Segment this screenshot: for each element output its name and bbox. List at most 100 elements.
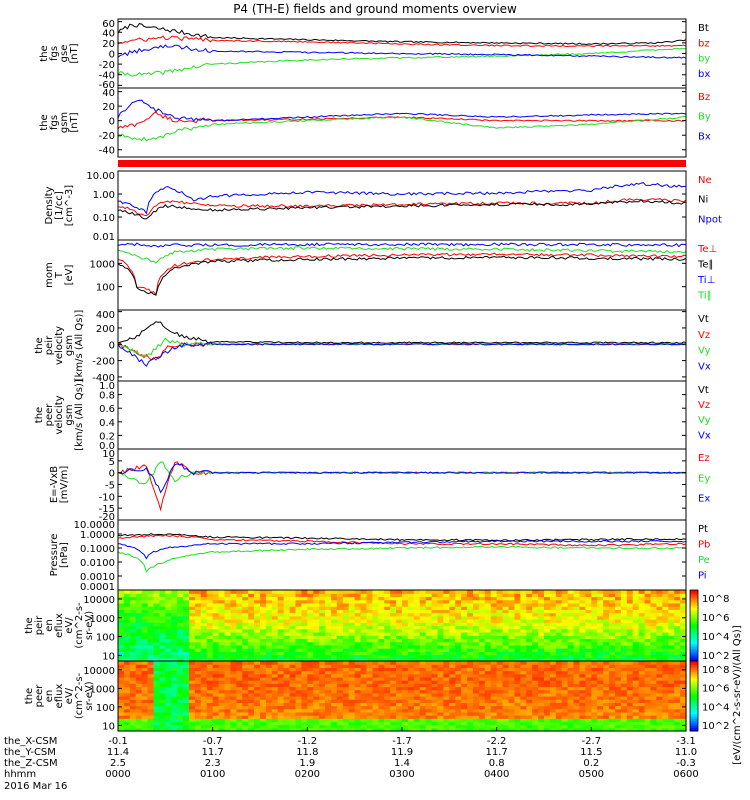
spectrogram-cell <box>295 599 303 604</box>
spectrogram-cell <box>591 619 598 623</box>
spectrogram-cell <box>455 689 462 694</box>
spectrogram-cell <box>123 715 131 719</box>
spectrogram-cell <box>538 661 545 665</box>
spectrogram-cell <box>632 680 640 684</box>
spectrogram-cell <box>638 657 646 662</box>
spectrogram-cell <box>200 648 208 652</box>
spectrogram-cell <box>123 644 131 649</box>
spectrogram-cell <box>378 619 385 623</box>
spectrogram-cell <box>135 596 143 601</box>
spectrogram-cell <box>313 596 320 601</box>
spectrogram-cell <box>668 622 675 627</box>
spectrogram-cell <box>615 676 622 681</box>
spectrogram-cell <box>378 622 385 627</box>
spectrogram-cell <box>402 718 409 723</box>
spectrogram-cell <box>265 657 273 662</box>
spectrogram-cell <box>171 602 178 607</box>
spectrogram-cell <box>520 596 527 601</box>
spectrogram-cell <box>135 622 143 627</box>
spectrogram-cell <box>644 619 652 623</box>
spectrogram-cell <box>171 590 178 594</box>
spectrogram-cell <box>449 676 456 681</box>
spectrogram-cell <box>307 661 314 665</box>
y-tick-label: 1.00 <box>93 190 115 201</box>
spectrogram-cell <box>615 680 622 684</box>
spectrogram-cell <box>620 715 628 719</box>
y-tick-label: 100 <box>96 633 115 644</box>
legend-entry: Te⊥ <box>697 244 717 255</box>
spectrogram-cell <box>632 699 640 703</box>
spectrogram-cell <box>271 657 279 662</box>
spectrogram-cell <box>567 625 575 630</box>
spectrogram-cell <box>159 593 166 598</box>
spectrogram-cell <box>260 686 267 691</box>
spectrogram-cell <box>307 609 314 614</box>
spectrogram-cell <box>632 612 640 617</box>
spectrogram-cell <box>118 699 125 703</box>
spectrogram-cell <box>307 619 314 623</box>
spectrogram-cell <box>632 590 640 594</box>
spectrogram-cell <box>437 628 445 633</box>
spectrogram-cell <box>348 606 356 610</box>
spectrogram-cell <box>135 661 143 665</box>
spectrogram-cell <box>153 638 161 643</box>
spectrogram-cell <box>271 661 279 665</box>
spectrogram-cell <box>407 715 415 719</box>
spectrogram-cell <box>248 590 255 594</box>
spectrogram-cell <box>609 696 616 700</box>
spectrogram-cell <box>218 661 226 665</box>
spectrogram-cell <box>271 619 279 623</box>
spectrogram-cell <box>325 692 332 697</box>
spectrogram-cell <box>561 631 569 636</box>
spectrogram-cell <box>384 641 391 646</box>
spectrogram-cell <box>680 721 687 726</box>
spectrogram-cell <box>372 631 379 636</box>
spectrogram-cell <box>508 599 516 604</box>
y-tick-label: 0.8 <box>99 391 115 402</box>
spectrogram-cell <box>123 590 131 594</box>
spectrogram-cell <box>159 641 166 646</box>
spectrogram-cell <box>129 664 137 668</box>
spectrogram-cell <box>118 622 125 627</box>
spectrogram-cell <box>277 606 285 610</box>
spectrogram-cell <box>153 670 161 675</box>
spectrogram-cell <box>615 699 622 703</box>
spectrogram-cell <box>189 721 196 726</box>
spectrogram-cell <box>159 644 166 649</box>
spectrogram-cell <box>478 683 486 688</box>
spectrogram-cell <box>461 602 468 607</box>
spectrogram-cell <box>561 654 569 659</box>
spectrogram-cell <box>153 596 161 601</box>
spectrogram-cell <box>615 670 622 675</box>
spectrogram-cell <box>396 715 403 719</box>
spectrogram-cell <box>271 599 279 604</box>
spectrogram-cell <box>218 715 226 719</box>
spectrogram-cell <box>520 702 527 707</box>
spectrogram-cell <box>360 676 368 681</box>
spectrogram-cell <box>319 683 326 688</box>
spectrogram-cell <box>680 657 687 662</box>
spectrogram-cell <box>390 727 397 732</box>
spectrogram-cell <box>277 641 285 646</box>
y-tick-label: 0.0100 <box>80 558 115 569</box>
spectrogram-cell <box>354 721 362 726</box>
spectrogram-cell <box>603 683 610 688</box>
spectrogram-cell <box>319 628 326 633</box>
spectrogram-cell <box>544 724 551 729</box>
spectrogram-cell <box>520 641 527 646</box>
spectrogram-cell <box>538 648 545 652</box>
spectrogram-cell <box>319 602 326 607</box>
spectrogram-cell <box>620 654 628 659</box>
spectrogram-cell <box>443 724 450 729</box>
spectrogram-cell <box>425 673 433 678</box>
spectrogram-cell <box>478 680 486 684</box>
spectrogram-cell <box>514 724 521 729</box>
spectrogram-cell <box>455 673 462 678</box>
spectrogram-cell <box>242 727 249 732</box>
spectrogram-cell <box>508 631 516 636</box>
spectrogram-cell <box>579 702 587 707</box>
spectrogram-cell <box>260 711 267 716</box>
spectrogram-cell <box>496 661 504 665</box>
spectrogram-cell <box>514 654 521 659</box>
spectrogram-cell <box>638 606 646 610</box>
